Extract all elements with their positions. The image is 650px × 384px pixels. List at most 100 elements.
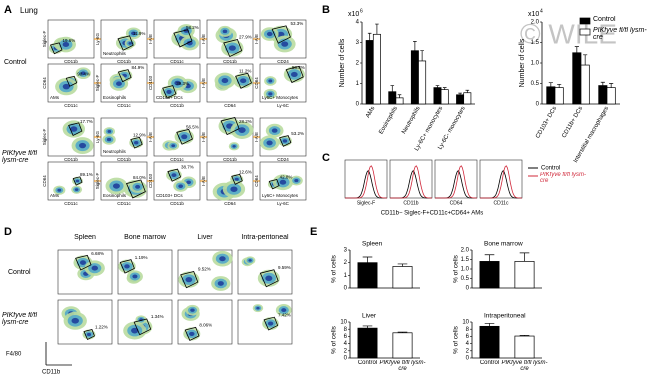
error-bar [397, 263, 408, 267]
flow-y-label: Siglec-F [42, 31, 47, 48]
density [222, 29, 228, 34]
density [265, 275, 273, 281]
legend-label: Control [593, 16, 616, 23]
gate-name: CD103+ DCs [156, 95, 183, 100]
histogram-box [344, 159, 388, 199]
histogram-box [434, 159, 478, 199]
density [189, 331, 195, 337]
legend-label: PIKfyve fl/fl lysm-cre [593, 27, 647, 42]
gate-percent: 1.22% [95, 325, 108, 330]
gate-percent: 58.8% [292, 65, 305, 70]
density [271, 128, 278, 133]
flow-x-label: Ly-6C [277, 103, 290, 108]
bar [572, 52, 582, 105]
gate [184, 326, 200, 342]
gate-percent: 58.2% [186, 25, 199, 30]
y-tick-label: 1.5 [461, 257, 470, 263]
density [186, 180, 192, 185]
density [79, 260, 87, 265]
y-tick-label: 0 [466, 356, 470, 362]
bar [357, 327, 378, 359]
chart-title: Spleen [362, 241, 383, 248]
bar [357, 262, 378, 289]
y-tick-label: 8 [344, 327, 348, 333]
histogram-curve [480, 165, 522, 199]
flow-y-label: I-A/E [201, 78, 206, 88]
tissue-label: Lung [20, 6, 38, 15]
density [107, 130, 112, 133]
gate-percent: 17.7% [80, 119, 93, 124]
density [234, 177, 239, 181]
x-tick-label: PIKfyve fl/fl lysm-cre [379, 360, 425, 372]
gate-percent: 1.19% [135, 255, 148, 260]
axis-arrow [45, 342, 72, 366]
error-bar [484, 323, 495, 327]
density [112, 183, 120, 189]
y-tick-label: 10 [462, 320, 469, 326]
gate-name: AMs [50, 193, 60, 198]
tissue-header: Spleen [74, 234, 96, 241]
legend-swatch [579, 17, 591, 25]
y-tick-label: 0 [536, 102, 540, 108]
gate [235, 72, 252, 89]
y-axis-label: Number of cells [339, 38, 346, 87]
gate-percent: 9.59% [278, 265, 291, 270]
tissue-header: Intra-peritoneal [241, 234, 289, 241]
y-tick-label: 2 [344, 260, 348, 266]
density [71, 317, 79, 324]
flow-y-label: Siglec-F [95, 75, 100, 92]
density [294, 179, 299, 183]
gate-percent: 53.3% [291, 21, 304, 26]
bar [440, 89, 449, 105]
gate-name: AMs [50, 95, 60, 100]
flow-y-label: I-A/E [148, 34, 153, 44]
bar [365, 40, 374, 105]
density [268, 79, 273, 83]
y-tick-label: 1.0 [461, 267, 470, 273]
gate [176, 128, 193, 145]
density [166, 89, 172, 94]
y-tick-label: 2.0 [461, 248, 470, 254]
error-bar [519, 334, 530, 337]
histogram-label: CD64 [450, 200, 463, 206]
legend-label: PIKfyve fl/fl lysm-cre [593, 27, 647, 42]
bar [433, 87, 442, 105]
gate [173, 29, 193, 48]
density [230, 186, 238, 192]
error-bar [362, 325, 373, 329]
flow-y-label: F4/80 [6, 352, 22, 358]
y-tick-label: 2.0 [531, 20, 540, 26]
gate-name: CD103+ DCs [156, 193, 183, 198]
gate [223, 39, 243, 58]
density [128, 41, 133, 45]
tissue-header: Liver [197, 234, 212, 241]
density [131, 31, 136, 36]
tissue-header: Intra-peritoneal [241, 234, 289, 241]
y-axis-label: % of cells [453, 254, 460, 283]
density [74, 188, 79, 191]
flow-x-label: CD11b [223, 157, 237, 162]
gate-percent: 84.0% [133, 175, 146, 180]
error-bar [367, 32, 372, 41]
density [186, 40, 193, 46]
flow-x-label: CD11b [117, 157, 131, 162]
x-tick-label: AMs [365, 106, 376, 119]
flow-x-label: CD11b [170, 201, 184, 206]
density [62, 42, 70, 48]
bar [392, 266, 413, 289]
density [219, 256, 226, 262]
density [266, 140, 273, 146]
error-bar [362, 256, 373, 263]
bar [395, 97, 404, 105]
flow-x-label: CD11c [117, 103, 131, 108]
y-tick-label: 4 [466, 341, 470, 347]
bar [606, 87, 616, 105]
density [267, 321, 274, 326]
density [181, 134, 188, 140]
density [221, 78, 229, 84]
bar [554, 87, 564, 105]
error-bar [548, 82, 553, 87]
x-tick-label: PIKfyve fl/fl lysm-cre [501, 360, 547, 372]
x-tick-label: Neutrophils [401, 106, 421, 135]
